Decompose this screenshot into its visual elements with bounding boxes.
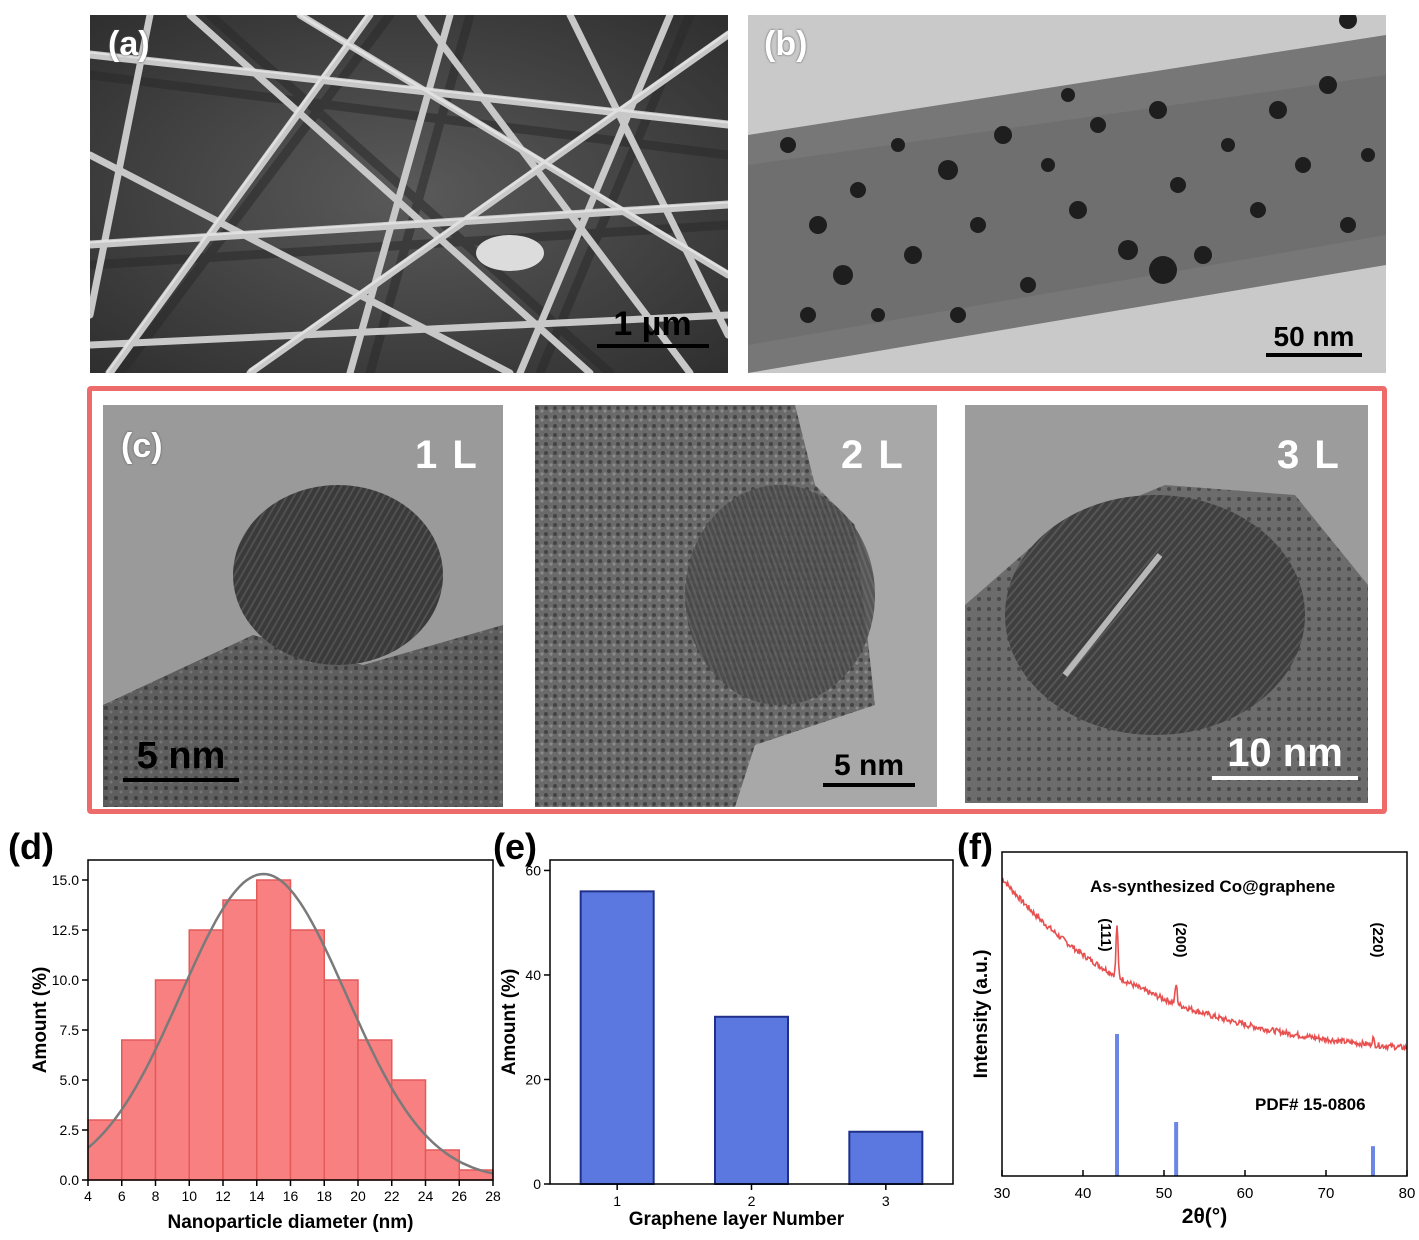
histogram-bar bbox=[256, 879, 292, 1181]
panel-c-label: (c) bbox=[121, 427, 163, 465]
x-tick-label: 14 bbox=[249, 1188, 265, 1204]
scale-bar-b: 50 nm bbox=[1264, 321, 1364, 357]
x-tick-label: 4 bbox=[84, 1188, 92, 1204]
chart-d-diameter-histogram: 4 6 8 10 12 14 16 18 20 22 24 26 28 0.0 2.5 5.0 7.5 10.0 1… bbox=[30, 859, 501, 1233]
tem-fiber-with-particles bbox=[748, 15, 1386, 373]
y-tick-label: 20 bbox=[525, 1071, 541, 1087]
tem-image-b: (b) 50 nm bbox=[748, 15, 1386, 373]
xrd-peak-label: (200) bbox=[1172, 922, 1189, 957]
histogram-bar bbox=[424, 1149, 460, 1181]
y-axis-label: Intensity (a.u.) bbox=[971, 950, 992, 1079]
histogram-bar bbox=[188, 929, 224, 1181]
x-tick-label: 8 bbox=[152, 1188, 160, 1204]
layer-bar bbox=[714, 1015, 789, 1185]
layer-label-1L: 1 L bbox=[415, 433, 479, 477]
gaussian-fit-curve bbox=[87, 872, 494, 1175]
x-tick-label: 26 bbox=[451, 1188, 467, 1204]
scale-bar-c3-line bbox=[1212, 776, 1358, 780]
hrtem-3L-particle bbox=[965, 405, 1368, 803]
y-tick-label: 10.0 bbox=[52, 972, 79, 988]
layer-bar bbox=[848, 1130, 924, 1186]
hrtem-image-2L: 2 L 5 nm bbox=[535, 405, 937, 807]
x-tick-label: 12 bbox=[215, 1188, 231, 1204]
xrd-curve bbox=[1001, 877, 1408, 1052]
scale-bar-c2: 5 nm bbox=[821, 749, 917, 787]
scale-bar-a-label: 1 µm bbox=[613, 305, 692, 343]
x-tick-label: 28 bbox=[485, 1188, 501, 1204]
panel-d-label: (d) bbox=[8, 826, 54, 867]
x-tick-label: 60 bbox=[1237, 1185, 1254, 1202]
scale-bar-c1-label: 5 nm bbox=[136, 735, 226, 777]
x-tick-label: 24 bbox=[418, 1188, 434, 1204]
y-axis-label: Amount (%) bbox=[30, 967, 51, 1074]
y-tick-label: 5.0 bbox=[60, 1072, 80, 1088]
histogram-bar bbox=[154, 979, 190, 1181]
x-axis-label: 2θ(°) bbox=[1182, 1205, 1227, 1228]
layer-bar bbox=[579, 890, 655, 1186]
x-tick-label: 80 bbox=[1399, 1185, 1416, 1202]
xrd-peak-label: (111) bbox=[1097, 918, 1114, 951]
hrtem-2L-particle bbox=[535, 405, 937, 807]
x-axis-label: Nanoparticle diameter (nm) bbox=[168, 1212, 414, 1233]
plot-frame bbox=[549, 859, 954, 1185]
x-tick-label: 30 bbox=[994, 1185, 1011, 1202]
chart-e-layer-bar-chart: 1 2 3 0 20 40 60 Graphene layer Number Amount (%… bbox=[499, 859, 954, 1230]
x-tick-label: 18 bbox=[316, 1188, 332, 1204]
scale-bar-c2-label: 5 nm bbox=[833, 749, 905, 782]
y-tick-label: 40 bbox=[525, 967, 541, 983]
scale-bar-b-label: 50 nm bbox=[1273, 321, 1355, 352]
scale-bar-c3: 10 nm bbox=[1210, 731, 1360, 780]
y-tick-label: 2.5 bbox=[60, 1122, 80, 1138]
y-tick-label: 15.0 bbox=[52, 872, 79, 888]
xrd-peak-label: (220) bbox=[1369, 922, 1386, 957]
xrd-series-label: As-synthesized Co@graphene bbox=[1090, 877, 1335, 896]
layer-label-2L: 2 L bbox=[841, 433, 905, 477]
x-tick-label: 22 bbox=[384, 1188, 400, 1204]
scale-bar-c3-label: 10 nm bbox=[1227, 731, 1343, 775]
x-tick-label: 70 bbox=[1318, 1185, 1335, 1202]
hrtem-1L-particle bbox=[103, 405, 503, 807]
x-tick-label: 16 bbox=[283, 1188, 299, 1204]
scale-bar-a: 1 µm bbox=[595, 305, 710, 348]
x-tick-label: 2 bbox=[748, 1193, 756, 1209]
sem-fiber-network bbox=[90, 15, 728, 373]
panel-a-label: (a) bbox=[108, 25, 150, 63]
hrtem-image-3L: 3 L 10 nm bbox=[965, 405, 1368, 803]
y-tick-label: 60 bbox=[525, 862, 541, 878]
y-tick-label: 7.5 bbox=[60, 1022, 80, 1038]
histogram-bar bbox=[289, 929, 325, 1181]
x-tick-label: 40 bbox=[1075, 1185, 1092, 1202]
scale-bar-a-line bbox=[596, 344, 709, 348]
x-tick-label: 20 bbox=[350, 1188, 366, 1204]
x-tick-label: 10 bbox=[181, 1188, 197, 1204]
x-tick-label: 6 bbox=[118, 1188, 126, 1204]
scale-bar-c1-line bbox=[123, 778, 239, 782]
panel-c-frame bbox=[87, 386, 1387, 814]
x-tick-label: 1 bbox=[613, 1193, 621, 1209]
y-tick-label: 12.5 bbox=[52, 922, 79, 938]
panel-b-label: (b) bbox=[764, 25, 808, 63]
scale-bar-c2-line bbox=[823, 783, 915, 787]
reference-label: PDF# 15-0806 bbox=[1255, 1095, 1366, 1114]
scale-bar-c1: 5 nm bbox=[121, 735, 241, 782]
x-tick-label: 50 bbox=[1156, 1185, 1173, 1202]
plot-frame bbox=[1001, 851, 1408, 1177]
histogram-bar bbox=[222, 899, 258, 1181]
scale-bar-b-line bbox=[1266, 353, 1362, 357]
y-axis-label: Amount (%) bbox=[499, 969, 520, 1076]
x-axis-label: Graphene layer Number bbox=[629, 1209, 845, 1230]
histogram-bar bbox=[87, 1119, 123, 1181]
y-tick-label: 0 bbox=[533, 1176, 541, 1192]
x-tick-label: 3 bbox=[882, 1193, 890, 1209]
panel-f-label: (f) bbox=[957, 826, 993, 867]
histogram-bar bbox=[357, 1039, 393, 1181]
hrtem-image-1L: (c) 1 L 5 nm bbox=[103, 405, 503, 807]
chart-f-xrd-pattern: As-synthesized Co@graphene (111) (200) (220… bbox=[971, 851, 1416, 1228]
sem-image-a: (a) 1 µm bbox=[90, 15, 728, 373]
layer-label-3L: 3 L bbox=[1277, 433, 1341, 477]
panel-e-label: (e) bbox=[493, 826, 537, 867]
y-tick-label: 0.0 bbox=[60, 1172, 80, 1188]
